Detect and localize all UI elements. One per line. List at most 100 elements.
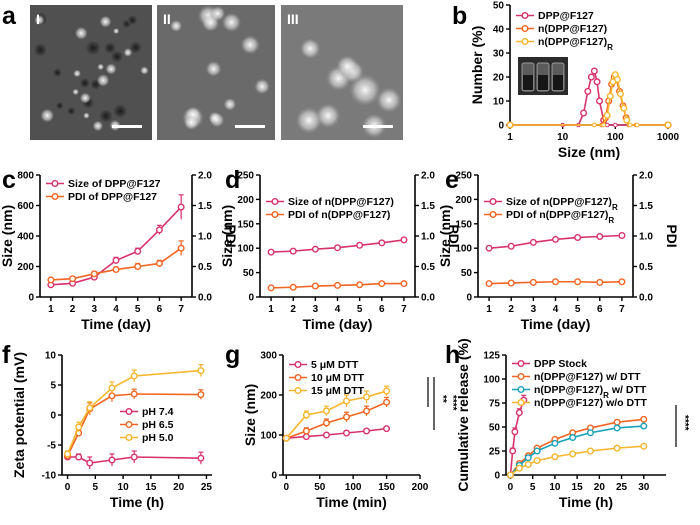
data-point xyxy=(302,433,310,441)
tem-particle xyxy=(170,19,183,32)
tem-particle xyxy=(67,107,76,115)
data-point xyxy=(515,409,523,417)
data-point xyxy=(640,415,648,423)
data-point xyxy=(485,280,493,288)
y-tick-label: 20 xyxy=(493,73,505,84)
legend-swatch-marker xyxy=(517,386,525,394)
tem-label-III: III xyxy=(287,11,299,27)
legend-entry: PDI of n(DPP@F127) xyxy=(288,209,390,221)
legend-swatch-marker xyxy=(521,38,529,46)
data-point xyxy=(334,244,342,252)
x-axis-label: Time (h) xyxy=(559,494,613,510)
data-point xyxy=(197,391,205,399)
data-point xyxy=(587,73,595,81)
y2-tick-label: 0.5 xyxy=(198,262,212,273)
y-tick-label: 125 xyxy=(483,351,500,362)
data-point xyxy=(595,97,603,105)
data-point xyxy=(507,242,515,250)
data-point xyxy=(86,459,94,467)
tem-particle xyxy=(79,78,90,88)
data-point xyxy=(383,398,391,406)
data-point xyxy=(485,244,493,252)
data-point xyxy=(601,122,606,128)
data-point xyxy=(618,232,626,240)
data-point xyxy=(590,67,598,75)
legend-swatch-marker xyxy=(521,25,529,33)
data-point xyxy=(533,457,541,465)
panel-d-letter: d xyxy=(225,166,240,194)
data-point xyxy=(302,427,310,435)
x-tick-label: 3 xyxy=(92,304,98,315)
y-axis-label: Cumulative release (%) xyxy=(455,338,471,491)
data-point xyxy=(613,424,621,432)
y-tick-label: 0 xyxy=(466,293,472,304)
tem-particle xyxy=(254,78,270,95)
x-tick-label: 20 xyxy=(594,482,606,493)
x-tick-label: 6 xyxy=(597,304,603,315)
y-tick-label: 300 xyxy=(260,351,277,362)
x-tick-label: 100 xyxy=(345,482,362,493)
data-point xyxy=(311,282,319,290)
data-point xyxy=(267,284,275,292)
y-tick-label: 25 xyxy=(489,447,501,458)
panel-h-letter: h xyxy=(445,341,460,369)
data-point xyxy=(302,411,310,419)
legend-swatch-marker xyxy=(125,408,133,416)
x-tick-label: 6 xyxy=(157,304,163,315)
y2-tick-label: 0.5 xyxy=(639,262,653,273)
data-point xyxy=(383,387,391,395)
panel-g-letter: g xyxy=(225,341,240,369)
data-point xyxy=(613,418,621,426)
data-point xyxy=(620,104,628,112)
x-axis-label: Size (nm) xyxy=(558,144,620,160)
x-tick-label: 5 xyxy=(575,304,581,315)
y-tick-label: 40 xyxy=(493,25,505,36)
tem-particle xyxy=(56,102,64,110)
data-point xyxy=(322,407,330,415)
legend-swatch-marker xyxy=(125,421,133,429)
y-tick-label: 100 xyxy=(483,375,500,386)
y-tick-label: 50 xyxy=(489,423,501,434)
legend-entry: pH 5.0 xyxy=(142,432,174,444)
legend-swatch-marker xyxy=(294,361,302,369)
series-3 xyxy=(506,442,648,479)
legend-entry: PDI of DPP@F127 xyxy=(68,191,157,203)
x-axis-label: Time (day) xyxy=(303,316,373,332)
data-point xyxy=(616,90,624,98)
y-axis-label: Size (nm) xyxy=(0,205,15,267)
x-tick-label: 0 xyxy=(65,482,71,493)
significance-label: **** xyxy=(679,415,690,431)
y-tick-label: 0 xyxy=(28,293,34,304)
tem-particle xyxy=(104,42,116,54)
data-point xyxy=(552,235,560,243)
y2-tick-label: 1.5 xyxy=(639,201,653,212)
y-tick-label: 100 xyxy=(455,244,472,255)
x-tick-label: 200 xyxy=(412,482,429,493)
tem-particle xyxy=(127,15,137,25)
data-point xyxy=(282,434,290,442)
tem-particle xyxy=(73,69,81,78)
legend-swatch-marker xyxy=(521,11,529,19)
tem-particle xyxy=(376,87,402,113)
legend-swatch-marker xyxy=(489,197,497,205)
y2-tick-label: 1.0 xyxy=(198,232,212,243)
y-tick-label: 100 xyxy=(237,244,254,255)
data-point xyxy=(342,429,350,437)
series-2 xyxy=(282,385,391,442)
data-point xyxy=(507,279,515,287)
tem-particle xyxy=(99,109,113,123)
data-point xyxy=(130,372,138,380)
data-point xyxy=(596,278,604,286)
series-2 xyxy=(64,364,205,458)
tem-particle xyxy=(221,12,242,33)
data-point xyxy=(322,419,330,427)
data-point xyxy=(334,281,342,289)
data-point xyxy=(400,236,408,244)
data-point xyxy=(603,111,611,119)
legend-swatch-marker xyxy=(294,374,302,382)
tem-particle xyxy=(111,50,123,63)
y-tick-label: 0 xyxy=(498,121,504,132)
y2-tick-label: 0.0 xyxy=(421,293,435,304)
series-line xyxy=(509,445,644,476)
